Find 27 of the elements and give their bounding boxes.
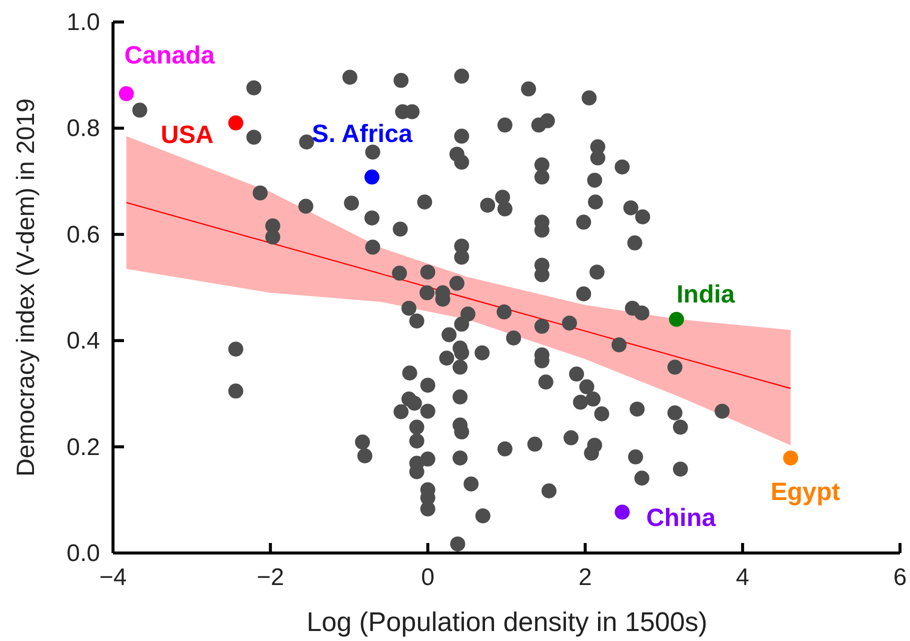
series-label: Egypt bbox=[770, 478, 841, 506]
x-tick-label: 2 bbox=[578, 564, 592, 591]
series-label: China bbox=[646, 504, 717, 532]
point bbox=[614, 504, 630, 520]
point bbox=[364, 170, 380, 185]
point bbox=[118, 86, 134, 102]
series-label: Canada bbox=[124, 42, 216, 70]
y-tick-label: 0.8 bbox=[66, 115, 100, 142]
y-tick-label: 0.4 bbox=[66, 328, 100, 355]
series-label: India bbox=[676, 280, 736, 308]
y-tick-label: 0.0 bbox=[66, 540, 100, 567]
series-label: USA bbox=[160, 120, 214, 149]
line-series bbox=[126, 202, 792, 389]
x-tick-label: 0 bbox=[421, 564, 434, 591]
point bbox=[668, 312, 684, 327]
x-tick-label: 6 bbox=[893, 564, 907, 591]
point bbox=[228, 115, 244, 130]
series-label: S. Africa bbox=[312, 120, 414, 148]
x-axis-title: Log (Population density in 1500s) bbox=[306, 607, 708, 637]
y-tick-label: 1.0 bbox=[66, 9, 100, 36]
y-tick-label: 0.6 bbox=[66, 221, 100, 248]
point bbox=[783, 450, 798, 466]
y-tick-label: 0.2 bbox=[66, 434, 100, 461]
y-axis-title: Democracy index (V-dem) in 2019 bbox=[12, 98, 40, 476]
x-tick-label: −2 bbox=[256, 564, 284, 591]
x-tick-label: 4 bbox=[736, 564, 750, 591]
x-tick-label: −4 bbox=[99, 564, 127, 591]
